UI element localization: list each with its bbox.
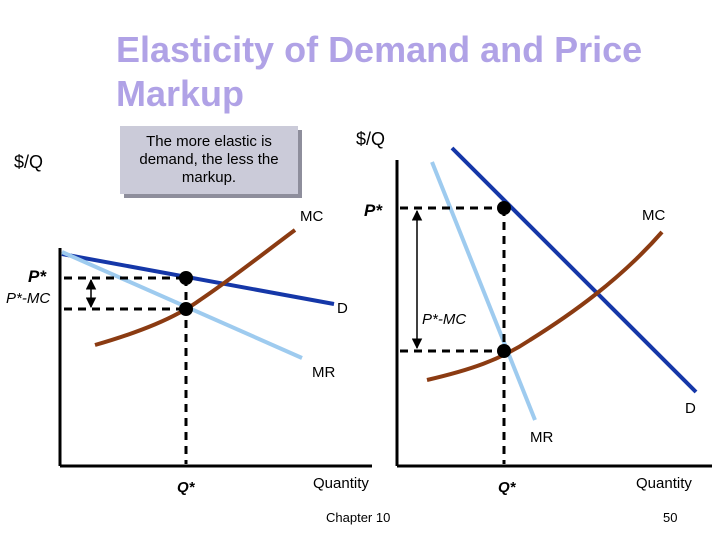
right-mr-mc-point [497,344,511,358]
right-mc-label: MC [642,207,665,224]
right-mc-curve [426,230,664,382]
left-markup-label: P*-MC [6,290,50,307]
right-x-axis-label: Quantity [636,475,692,492]
left-demand-point [179,271,193,285]
footer-page-number: 50 [663,510,678,525]
left-price-label: P* [28,267,47,286]
left-mc-label: MC [300,208,323,225]
right-quantity-label: Q* [498,479,517,496]
callout-box: The more elastic is demand, the less the… [120,126,298,194]
footer-chapter: Chapter 10 [326,510,391,525]
left-graph: $/Q P* P*-MC MC D MR Q* Quantity [6,152,372,496]
left-mc-curve [94,228,297,347]
left-x-axis-label: Quantity [313,475,369,492]
right-price-label: P* [364,201,383,220]
right-mr-curve [430,161,537,421]
right-mr-label: MR [530,429,553,446]
left-y-axis-label: $/Q [14,152,43,172]
slide-title: Elasticity of Demand and Price Markup [116,29,643,114]
right-demand-label: D [685,400,696,417]
right-graph: $/Q P* MC P*-MC D MR Q* Quantity [356,129,712,496]
right-y-axis-label: $/Q [356,129,385,149]
right-demand-point [497,201,511,215]
left-mr-label: MR [312,364,335,381]
left-quantity-label: Q* [177,479,196,496]
left-demand-label: D [337,300,348,317]
left-demand-curve [61,252,335,306]
left-mr-mc-point [179,302,193,316]
right-demand-curve [450,146,698,394]
right-markup-label: P*-MC [422,311,466,328]
